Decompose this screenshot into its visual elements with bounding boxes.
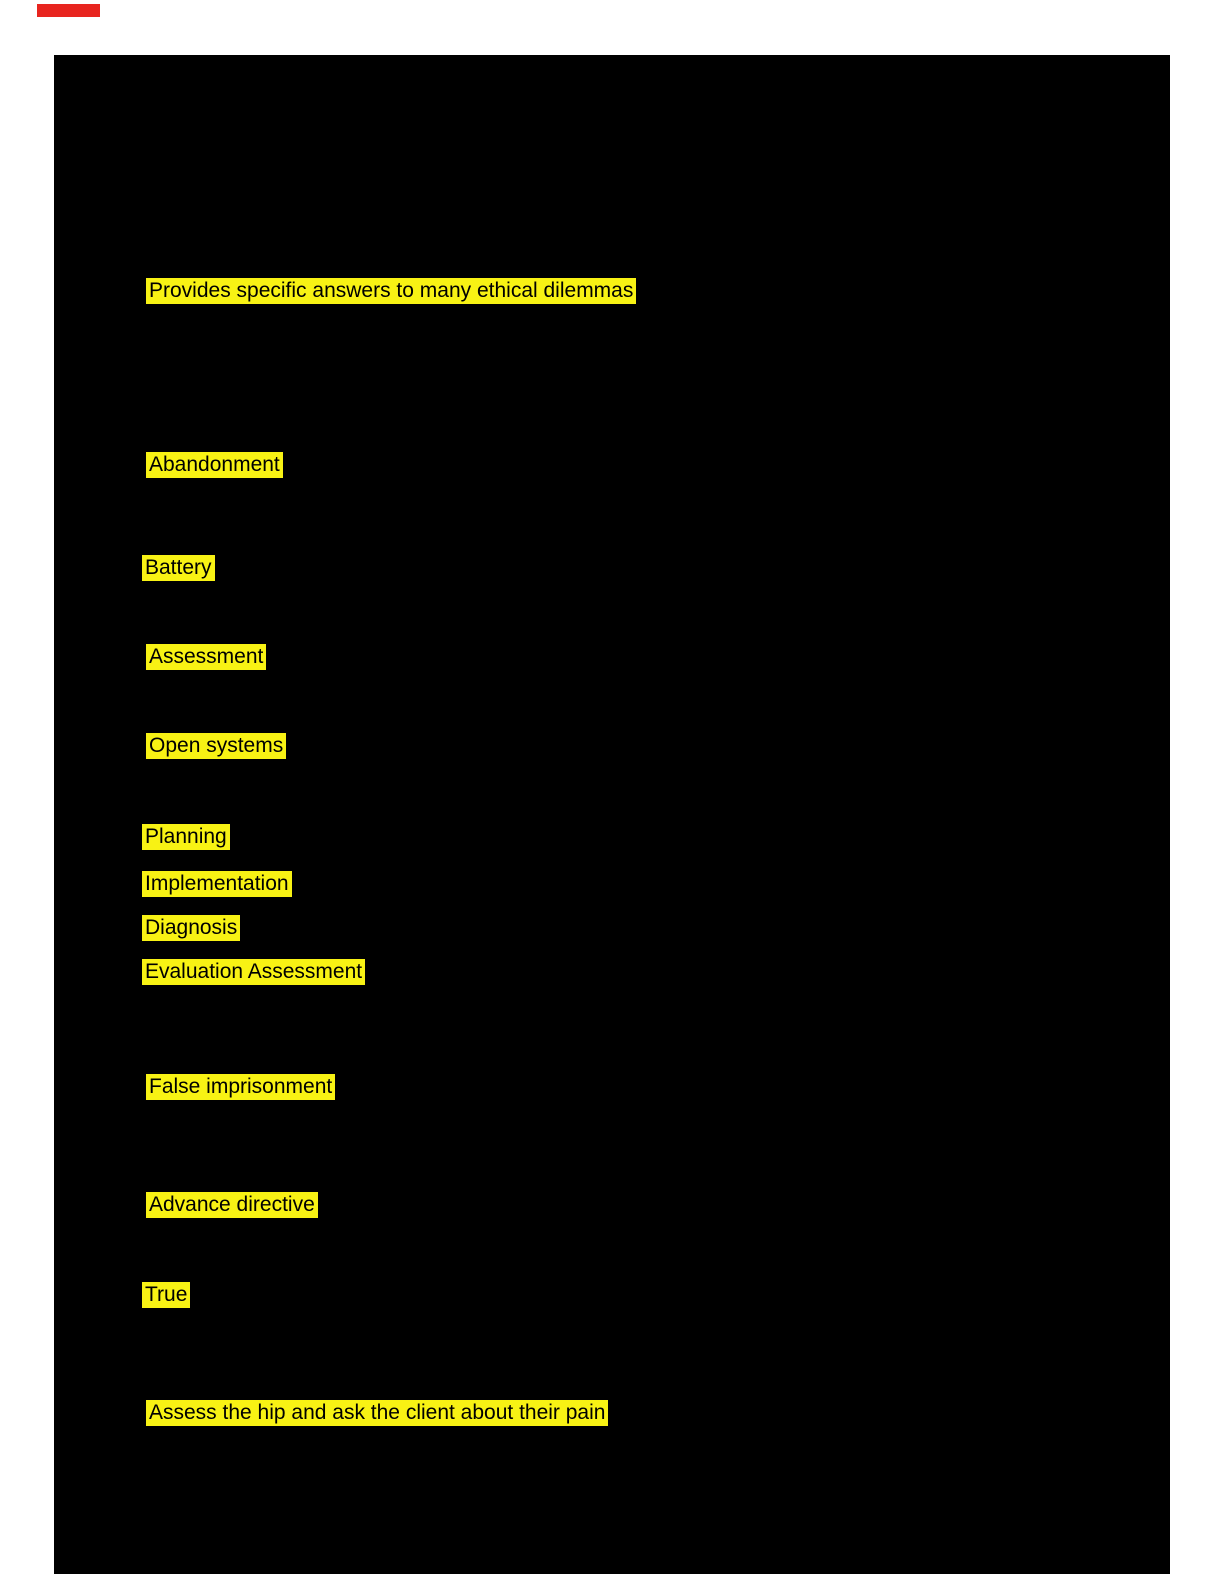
highlighted-answer: Planning <box>142 824 230 850</box>
highlighted-answer: Assess the hip and ask the client about … <box>146 1400 609 1426</box>
highlighted-answer: Assessment <box>146 644 267 670</box>
highlighted-answer: Battery <box>142 555 215 581</box>
highlighted-answer: Open systems <box>146 733 287 759</box>
red-marker <box>37 4 100 17</box>
highlighted-answer: Implementation <box>142 871 292 897</box>
highlighted-answer: Provides specific answers to many ethica… <box>146 278 637 304</box>
highlighted-answer: Abandonment <box>146 452 283 478</box>
highlighted-answer: Diagnosis <box>142 915 241 941</box>
document-content-area: Provides specific answers to many ethica… <box>54 55 1170 1574</box>
highlighted-answer: Advance directive <box>146 1192 318 1218</box>
highlighted-answer: True <box>142 1282 191 1308</box>
highlighted-answer: False imprisonment <box>146 1074 336 1100</box>
highlighted-answer: Evaluation Assessment <box>142 959 366 985</box>
